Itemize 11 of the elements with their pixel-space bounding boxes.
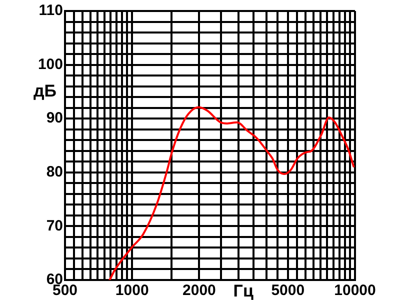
x-tick-label: 5000 <box>271 282 305 300</box>
y-tick-label: 80 <box>46 164 63 181</box>
y-tick-label: 90 <box>46 110 63 127</box>
x-tick-label: 10000 <box>334 282 376 300</box>
y-tick-label: 110 <box>38 2 63 20</box>
x-axis-title: Гц <box>233 282 254 300</box>
y-tick-label: 70 <box>46 217 63 234</box>
y-axis-title: дБ <box>33 81 57 100</box>
x-tick-label: 1000 <box>115 282 149 300</box>
y-tick-label: 100 <box>38 56 63 73</box>
x-tick-label: 2000 <box>182 282 216 300</box>
